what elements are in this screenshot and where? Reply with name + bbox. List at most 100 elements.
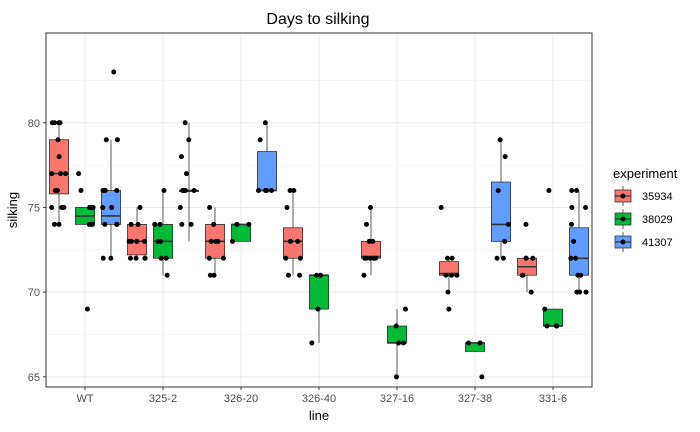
box-rect [308, 274, 330, 310]
data-point [367, 204, 373, 210]
y-axis-title: silking [5, 192, 20, 228]
data-point [208, 238, 214, 244]
legend-label: 35934 [642, 191, 673, 203]
data-point [128, 221, 134, 227]
data-point [502, 154, 508, 160]
chart-title: Days to silking [266, 11, 369, 28]
legend-item-41307: 41307 [614, 232, 673, 252]
legend-item-38029: 38029 [614, 209, 673, 229]
data-point [569, 221, 575, 227]
data-point [52, 188, 58, 194]
data-point [126, 238, 132, 244]
box-38029-331-6 [542, 308, 564, 327]
data-point [263, 188, 269, 194]
data-point [63, 171, 69, 177]
data-point [494, 255, 500, 261]
data-point [211, 272, 217, 278]
data-point [57, 120, 63, 126]
box-layer [48, 122, 590, 377]
data-point [180, 188, 186, 194]
data-point [315, 306, 321, 312]
data-point [477, 340, 483, 346]
data-point [188, 221, 194, 227]
data-point [51, 221, 57, 227]
legend-key-point [620, 193, 626, 199]
data-point [449, 272, 455, 278]
data-point [184, 171, 190, 177]
data-point [114, 221, 120, 227]
data-point [314, 272, 320, 278]
data-point [78, 188, 84, 194]
data-point [287, 238, 293, 244]
data-point [445, 289, 451, 295]
data-point [542, 306, 548, 312]
data-point [438, 204, 444, 210]
data-point [502, 238, 508, 244]
box-rect [360, 240, 382, 259]
data-point [449, 255, 455, 261]
data-point [186, 137, 192, 143]
data-point [370, 238, 376, 244]
data-point [86, 221, 92, 227]
data-point [297, 272, 303, 278]
x-tick-label: 325-2 [149, 393, 177, 405]
data-point [177, 204, 183, 210]
axes: 65 70 75 80 WT 325-2 326-20 326-40 327-16 327-38 3… [28, 118, 567, 405]
data-point [157, 221, 163, 227]
data-point [569, 188, 575, 194]
data-point [363, 221, 369, 227]
box-rect [256, 151, 278, 191]
data-point [111, 69, 117, 75]
data-point [229, 238, 235, 244]
data-point [400, 340, 406, 346]
data-point [220, 255, 226, 261]
data-point [52, 120, 58, 126]
data-point [257, 137, 263, 143]
legend-key-point [620, 239, 626, 245]
data-point [56, 154, 62, 160]
legend: experiment 35934 38029 41307 [613, 166, 678, 252]
data-point [56, 221, 62, 227]
box-35934-326-40 [282, 190, 304, 276]
data-point [497, 137, 503, 143]
data-point [297, 255, 303, 261]
box-rect [386, 325, 408, 344]
data-point [295, 238, 301, 244]
data-point [215, 238, 221, 244]
data-point [103, 137, 109, 143]
data-point [76, 171, 82, 177]
data-point [528, 289, 534, 295]
data-point [262, 120, 268, 126]
data-point [574, 188, 580, 194]
data-point [444, 255, 450, 261]
data-point [49, 204, 55, 210]
data-point [505, 221, 511, 227]
data-point [114, 137, 120, 143]
data-point [495, 188, 501, 194]
legend-label: 38029 [642, 214, 673, 226]
box-rect [48, 139, 70, 195]
data-point [101, 188, 107, 194]
data-point [291, 188, 297, 194]
data-point [59, 204, 65, 210]
legend-item-35934: 35934 [614, 186, 673, 206]
data-point [191, 188, 197, 194]
data-point [161, 188, 167, 194]
box-rect [438, 261, 460, 276]
data-point [152, 221, 158, 227]
data-point [523, 221, 529, 227]
y-tick-label: 70 [28, 287, 40, 299]
data-point [573, 255, 579, 261]
data-point [363, 255, 369, 261]
data-point [102, 221, 108, 227]
data-point [530, 255, 536, 261]
box-rect [230, 223, 252, 242]
data-point [284, 204, 290, 210]
data-point [109, 204, 115, 210]
data-point [446, 306, 452, 312]
data-point [211, 221, 217, 227]
x-tick-label: 327-16 [380, 393, 414, 405]
box-rect [282, 227, 304, 259]
x-axis-title: line [309, 408, 329, 423]
